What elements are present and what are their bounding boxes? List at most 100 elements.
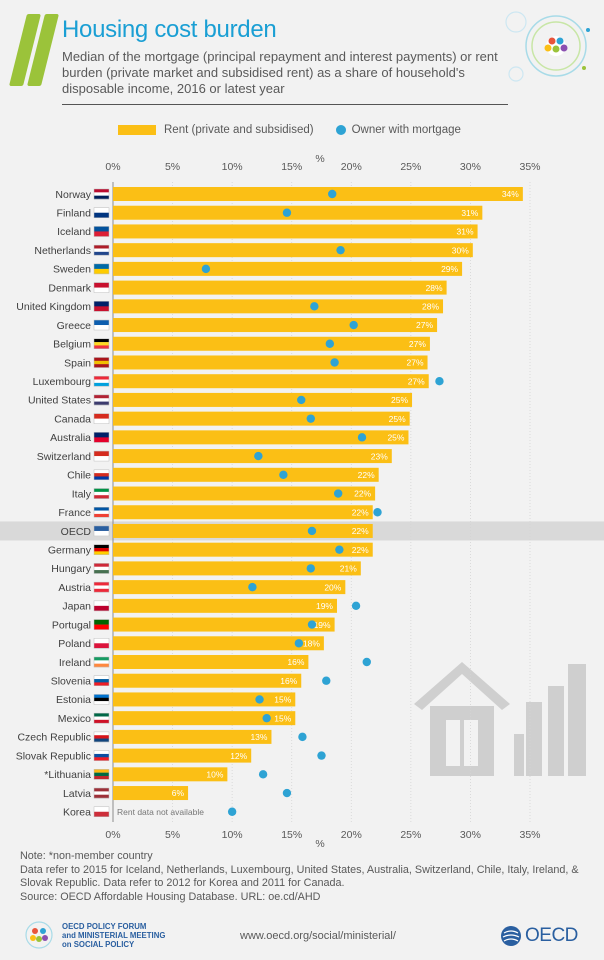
flag-icon bbox=[93, 338, 110, 350]
flag-stripe bbox=[94, 245, 109, 249]
country-label: Mexico bbox=[58, 713, 91, 725]
rent-bar bbox=[113, 261, 463, 276]
rent-bar bbox=[113, 505, 373, 520]
country-label: France bbox=[58, 507, 91, 519]
rent-bar-value-label: 23% bbox=[371, 451, 388, 461]
oecd-globe-icon bbox=[501, 926, 521, 946]
house-illustration-icon bbox=[414, 662, 586, 776]
rent-bar-value-label: 25% bbox=[387, 433, 404, 443]
forum-line-2: and MINISTERIAL MEETING bbox=[62, 931, 166, 940]
country-label: Belgium bbox=[53, 339, 91, 351]
country-label: Australia bbox=[50, 432, 91, 444]
flag-stripe bbox=[94, 364, 109, 368]
flag-stripe bbox=[94, 701, 109, 705]
rent-bar-value-label: 28% bbox=[422, 302, 439, 312]
policy-forum-logo-icon bbox=[25, 921, 53, 949]
note-source: Source: OECD Affordable Housing Database… bbox=[20, 890, 321, 903]
country-label: Italy bbox=[72, 488, 92, 500]
note-nonmember: Note: *non-member country bbox=[20, 850, 153, 862]
flag-icon bbox=[93, 413, 110, 424]
owner-mortgage-dot bbox=[335, 545, 344, 554]
rent-bar bbox=[113, 711, 296, 726]
owner-mortgage-dot bbox=[373, 508, 382, 517]
owner-mortgage-dot bbox=[227, 807, 237, 816]
country-label: Sweden bbox=[53, 264, 91, 276]
flag-stripe bbox=[94, 624, 109, 630]
flag-stripe bbox=[94, 418, 109, 424]
rent-bar bbox=[113, 748, 252, 763]
rent-bar bbox=[113, 205, 483, 220]
rent-bar-value-label: 22% bbox=[352, 545, 369, 555]
rent-bar-value-label: 18% bbox=[303, 638, 320, 648]
owner-mortgage-dot bbox=[310, 302, 319, 311]
rent-bar bbox=[113, 411, 410, 426]
flag-stripe bbox=[94, 566, 109, 571]
flag-stripe bbox=[94, 585, 109, 589]
rent-bar-value-label: 16% bbox=[287, 657, 304, 667]
flag-stripe bbox=[94, 473, 109, 477]
owner-mortgage-dot bbox=[349, 320, 358, 330]
flag-icon bbox=[93, 357, 110, 368]
rent-bar bbox=[113, 598, 337, 613]
x-tick-label-top: 35% bbox=[519, 161, 540, 173]
flag-stripe bbox=[94, 488, 109, 493]
flag-icon bbox=[93, 694, 110, 705]
rent-bar bbox=[113, 673, 302, 688]
flag-stripe bbox=[94, 638, 109, 644]
owner-mortgage-dot bbox=[258, 770, 268, 779]
flag-stripe bbox=[94, 268, 109, 275]
rent-bar-value-label: 15% bbox=[274, 695, 291, 705]
rent-bar bbox=[113, 430, 409, 445]
owner-mortgage-dot bbox=[294, 639, 304, 648]
country-label: Slovenia bbox=[51, 676, 91, 688]
owner-mortgage-dot bbox=[282, 788, 292, 798]
flag-icon bbox=[93, 675, 110, 686]
flag-stripe bbox=[94, 306, 109, 312]
flag-stripe bbox=[94, 248, 109, 253]
flag-stripe bbox=[94, 794, 109, 799]
flag-stripe bbox=[94, 735, 109, 739]
flag-stripe bbox=[94, 491, 109, 496]
rent-bar-value-label: 25% bbox=[389, 414, 406, 424]
flag-stripe bbox=[94, 600, 109, 607]
flag-icon bbox=[93, 469, 110, 481]
rent-bar bbox=[113, 336, 430, 351]
owner-mortgage-dot bbox=[248, 582, 257, 592]
flag-stripe bbox=[94, 226, 109, 232]
flag-icon bbox=[93, 488, 110, 499]
country-label: Korea bbox=[63, 807, 91, 819]
flag-stripe bbox=[94, 679, 109, 683]
page-title: Housing cost burden bbox=[62, 16, 277, 43]
flag-icon bbox=[93, 244, 110, 256]
rent-bar bbox=[113, 318, 438, 333]
owner-mortgage-dot bbox=[333, 489, 343, 498]
rent-bar-value-label: 29% bbox=[441, 264, 458, 274]
rent-bar bbox=[113, 355, 428, 370]
country-label: Norway bbox=[55, 189, 91, 201]
flag-stripe bbox=[94, 811, 109, 817]
flag-stripe bbox=[94, 716, 109, 721]
flag-icon bbox=[93, 563, 110, 574]
flag-icon bbox=[93, 619, 110, 630]
rent-bar bbox=[113, 486, 376, 501]
owner-mortgage-dot bbox=[297, 395, 306, 405]
rent-bar bbox=[113, 449, 392, 464]
flag-stripe bbox=[94, 660, 109, 664]
policy-forum-name: OECD POLICY FORUM and MINISTERIAL MEETIN… bbox=[62, 922, 182, 949]
flag-icon bbox=[93, 656, 110, 668]
country-label: Greece bbox=[57, 320, 92, 332]
flag-stripe bbox=[94, 548, 109, 552]
flag-icon bbox=[93, 207, 110, 218]
country-label: Chile bbox=[67, 470, 91, 482]
forum-line-3: on SOCIAL POLICY bbox=[62, 940, 135, 949]
rent-bar bbox=[113, 786, 189, 801]
rent-bar bbox=[113, 542, 373, 557]
legend-rent-swatch bbox=[118, 125, 156, 135]
rent-bar bbox=[113, 243, 473, 258]
rent-bar-value-label: 21% bbox=[340, 564, 357, 574]
flag-icon bbox=[93, 750, 110, 761]
flag-stripe bbox=[94, 510, 109, 515]
rent-bar bbox=[113, 636, 324, 651]
flag-stripe bbox=[94, 287, 109, 293]
footer-url-link[interactable]: www.oecd.org/social/ministerial/ bbox=[240, 930, 396, 942]
